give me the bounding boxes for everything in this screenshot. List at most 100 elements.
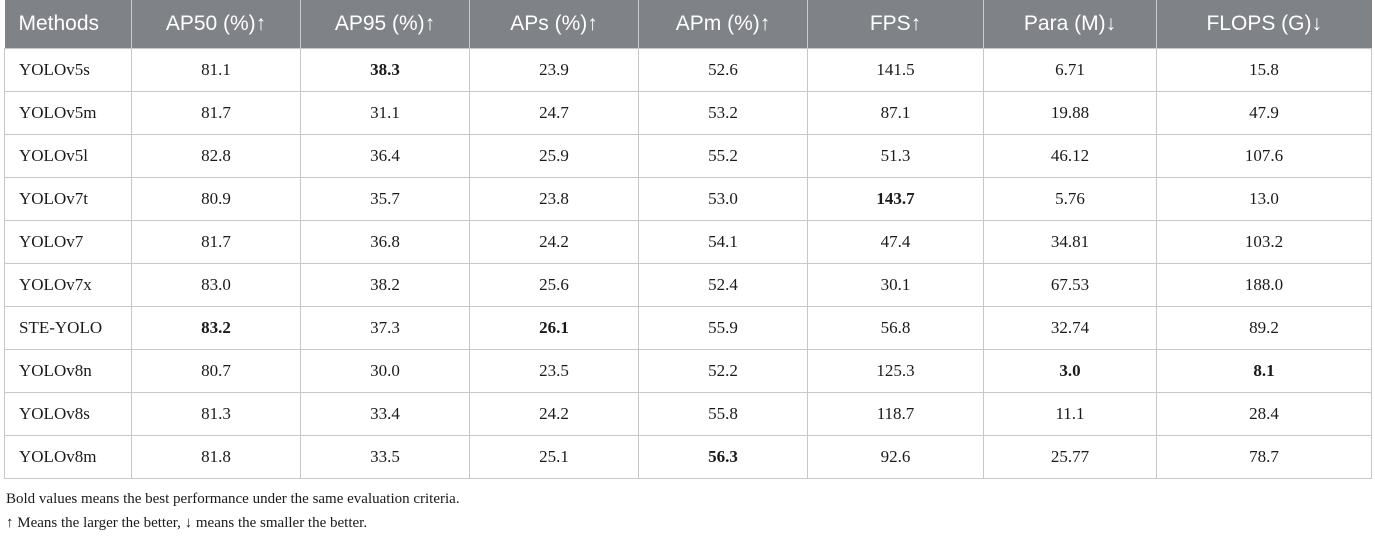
cell-flops: 107.6 bbox=[1156, 134, 1372, 178]
cell-ap95: 33.5 bbox=[300, 435, 470, 479]
cell-flops: 47.9 bbox=[1156, 91, 1372, 135]
table-row: YOLOv5s 81.1 38.3 23.9 52.6 141.5 6.71 15.8 bbox=[4, 48, 1372, 92]
cell-ap95: 30.0 bbox=[300, 349, 470, 393]
table-row: YOLOv8m 81.8 33.5 25.1 56.3 92.6 25.77 78.7 bbox=[4, 435, 1372, 479]
cell-ap50: 81.1 bbox=[131, 48, 301, 92]
cell-apm: 52.2 bbox=[638, 349, 808, 393]
cell-ap50: 82.8 bbox=[131, 134, 301, 178]
cell-flops: 188.0 bbox=[1156, 263, 1372, 307]
cell-fps: 51.3 bbox=[807, 134, 984, 178]
cell-ap95: 38.3 bbox=[300, 48, 470, 92]
cell-method: YOLOv5m bbox=[4, 91, 132, 135]
cell-apm: 52.6 bbox=[638, 48, 808, 92]
cell-aps: 25.9 bbox=[469, 134, 639, 178]
cell-fps: 118.7 bbox=[807, 392, 984, 436]
table-row: YOLOv7t 80.9 35.7 23.8 53.0 143.7 5.76 13.0 bbox=[4, 177, 1372, 221]
cell-ap50: 83.0 bbox=[131, 263, 301, 307]
cell-ap95: 36.4 bbox=[300, 134, 470, 178]
header-aps: APs (%)↑ bbox=[469, 0, 639, 49]
footnote-arrows: ↑ Means the larger the better, ↓ means t… bbox=[6, 515, 368, 531]
cell-flops: 15.8 bbox=[1156, 48, 1372, 92]
cell-flops: 28.4 bbox=[1156, 392, 1372, 436]
cell-method: YOLOv8n bbox=[4, 349, 132, 393]
cell-ap95: 36.8 bbox=[300, 220, 470, 264]
cell-method: YOLOv5s bbox=[4, 48, 132, 92]
table-row: YOLOv5m 81.7 31.1 24.7 53.2 87.1 19.88 47.9 bbox=[4, 91, 1372, 135]
cell-apm: 54.1 bbox=[638, 220, 808, 264]
cell-ap50: 83.2 bbox=[131, 306, 301, 350]
cell-aps: 25.6 bbox=[469, 263, 639, 307]
cell-method: YOLOv7 bbox=[4, 220, 132, 264]
cell-method: YOLOv5l bbox=[4, 134, 132, 178]
cell-apm: 56.3 bbox=[638, 435, 808, 479]
cell-method: YOLOv8m bbox=[4, 435, 132, 479]
header-apm: APm (%)↑ bbox=[638, 0, 808, 49]
cell-apm: 52.4 bbox=[638, 263, 808, 307]
cell-ap95: 38.2 bbox=[300, 263, 470, 307]
cell-flops: 8.1 bbox=[1156, 349, 1372, 393]
cell-params: 5.76 bbox=[983, 177, 1157, 221]
cell-flops: 103.2 bbox=[1156, 220, 1372, 264]
table-row: YOLOv8n 80.7 30.0 23.5 52.2 125.3 3.0 8.1 bbox=[4, 349, 1372, 393]
cell-aps: 24.7 bbox=[469, 91, 639, 135]
cell-aps: 26.1 bbox=[469, 306, 639, 350]
cell-aps: 23.5 bbox=[469, 349, 639, 393]
table-row: YOLOv5l 82.8 36.4 25.9 55.2 51.3 46.12 107.6 bbox=[4, 134, 1372, 178]
cell-fps: 125.3 bbox=[807, 349, 984, 393]
cell-apm: 55.2 bbox=[638, 134, 808, 178]
header-flops: FLOPS (G)↓ bbox=[1156, 0, 1372, 49]
cell-ap95: 35.7 bbox=[300, 177, 470, 221]
cell-ap50: 80.7 bbox=[131, 349, 301, 393]
header-params: Para (M)↓ bbox=[983, 0, 1157, 49]
cell-fps: 143.7 bbox=[807, 177, 984, 221]
cell-method: YOLOv7x bbox=[4, 263, 132, 307]
cell-aps: 24.2 bbox=[469, 220, 639, 264]
cell-flops: 13.0 bbox=[1156, 177, 1372, 221]
cell-ap95: 33.4 bbox=[300, 392, 470, 436]
cell-apm: 55.9 bbox=[638, 306, 808, 350]
cell-params: 34.81 bbox=[983, 220, 1157, 264]
cell-params: 3.0 bbox=[983, 349, 1157, 393]
cell-method: STE-YOLO bbox=[4, 306, 132, 350]
cell-flops: 78.7 bbox=[1156, 435, 1372, 479]
header-methods: Methods bbox=[4, 0, 132, 49]
table-row: STE-YOLO 83.2 37.3 26.1 55.9 56.8 32.74 89.2 bbox=[4, 306, 1372, 350]
cell-fps: 141.5 bbox=[807, 48, 984, 92]
cell-params: 11.1 bbox=[983, 392, 1157, 436]
cell-ap50: 81.3 bbox=[131, 392, 301, 436]
header-ap50: AP50 (%)↑ bbox=[131, 0, 301, 49]
cell-params: 25.77 bbox=[983, 435, 1157, 479]
cell-flops: 89.2 bbox=[1156, 306, 1372, 350]
cell-ap95: 37.3 bbox=[300, 306, 470, 350]
cell-method: YOLOv7t bbox=[4, 177, 132, 221]
cell-ap50: 80.9 bbox=[131, 177, 301, 221]
cell-method: YOLOv8s bbox=[4, 392, 132, 436]
cell-params: 32.74 bbox=[983, 306, 1157, 350]
cell-ap50: 81.8 bbox=[131, 435, 301, 479]
footnote-bold: Bold values means the best performance u… bbox=[6, 491, 460, 507]
cell-params: 67.53 bbox=[983, 263, 1157, 307]
cell-aps: 25.1 bbox=[469, 435, 639, 479]
table-row: YOLOv8s 81.3 33.4 24.2 55.8 118.7 11.1 28.4 bbox=[4, 392, 1372, 436]
cell-fps: 56.8 bbox=[807, 306, 984, 350]
cell-aps: 23.8 bbox=[469, 177, 639, 221]
cell-apm: 53.0 bbox=[638, 177, 808, 221]
table-footnotes: Bold values means the best performance u… bbox=[6, 487, 460, 535]
table-row: YOLOv7 81.7 36.8 24.2 54.1 47.4 34.81 103.2 bbox=[4, 220, 1372, 264]
cell-aps: 24.2 bbox=[469, 392, 639, 436]
cell-ap50: 81.7 bbox=[131, 91, 301, 135]
results-table-container: Methods AP50 (%)↑ AP95 (%)↑ APs (%)↑ APm… bbox=[4, 0, 1372, 479]
header-row: Methods AP50 (%)↑ AP95 (%)↑ APs (%)↑ APm… bbox=[4, 0, 1372, 49]
cell-aps: 23.9 bbox=[469, 48, 639, 92]
cell-fps: 87.1 bbox=[807, 91, 984, 135]
cell-params: 6.71 bbox=[983, 48, 1157, 92]
cell-apm: 55.8 bbox=[638, 392, 808, 436]
header-fps: FPS↑ bbox=[807, 0, 984, 49]
table-row: YOLOv7x 83.0 38.2 25.6 52.4 30.1 67.53 188.0 bbox=[4, 263, 1372, 307]
cell-params: 46.12 bbox=[983, 134, 1157, 178]
cell-ap95: 31.1 bbox=[300, 91, 470, 135]
table-body: YOLOv5s 81.1 38.3 23.9 52.6 141.5 6.71 15.8 YOLO… bbox=[4, 48, 1372, 479]
header-ap95: AP95 (%)↑ bbox=[300, 0, 470, 49]
results-table: Methods AP50 (%)↑ AP95 (%)↑ APs (%)↑ APm… bbox=[4, 0, 1372, 479]
cell-params: 19.88 bbox=[983, 91, 1157, 135]
